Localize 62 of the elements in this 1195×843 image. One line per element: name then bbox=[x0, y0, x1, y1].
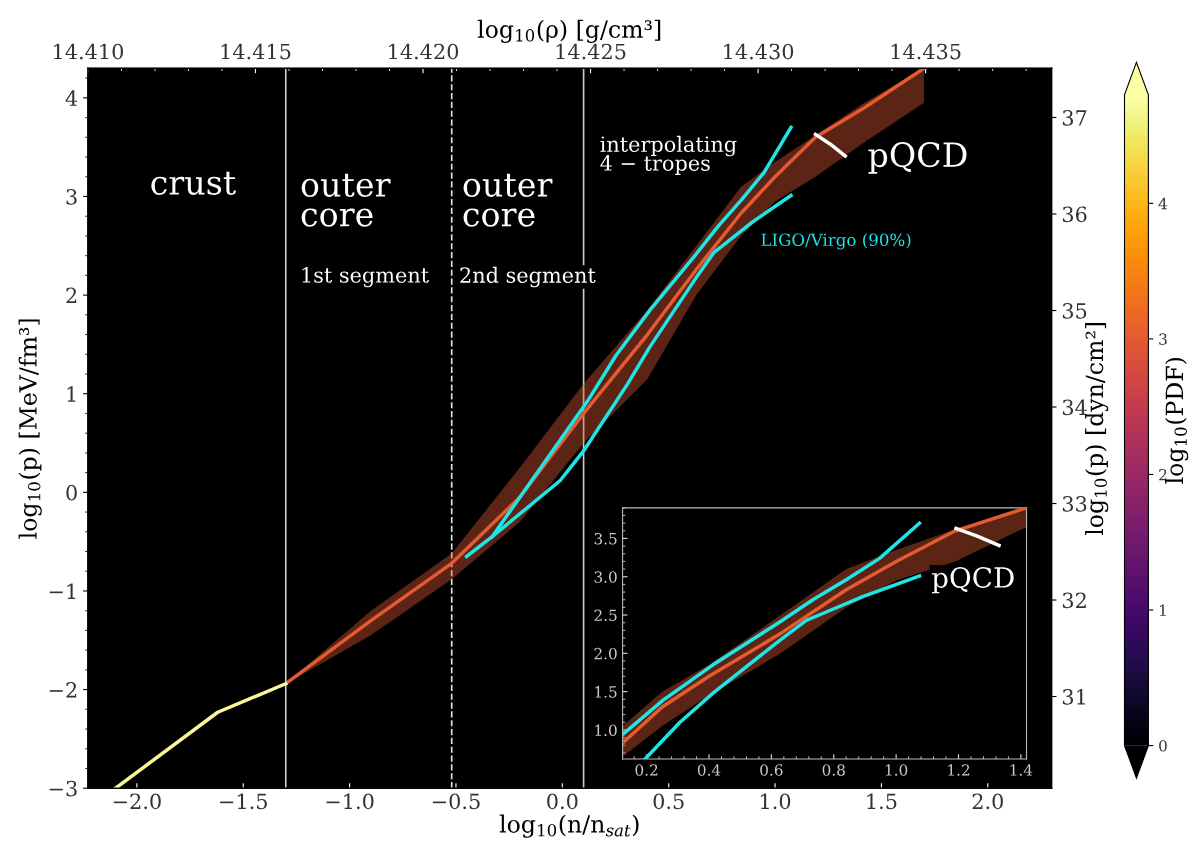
annotation: 1st segment bbox=[302, 267, 429, 288]
annotation: interpolating 4 − tropes bbox=[600, 135, 737, 175]
y-tick-label: 1 bbox=[67, 386, 76, 402]
y-tick-label: 2 bbox=[66, 287, 77, 304]
x-tick-label: 1.0 bbox=[885, 764, 908, 776]
x-tick-label: −2.0 bbox=[113, 793, 161, 810]
y-axis-title: log$_{10}$(p) [MeV/fm³] bbox=[18, 319, 42, 539]
annotation: crust bbox=[151, 171, 236, 195]
color-bar-label: 0 bbox=[1159, 740, 1167, 752]
annotation: outer core bbox=[301, 173, 391, 227]
y-tick-label: 3.0 bbox=[594, 571, 617, 583]
x2-tick-label: 14.430 bbox=[724, 43, 794, 60]
y2-tick-label: 31 bbox=[1062, 688, 1085, 705]
x-axis-title: log$_{10}$(n/n$_{sat}$) bbox=[499, 814, 639, 838]
color-bar-label: 4 bbox=[1158, 197, 1168, 210]
x-tick-label: 2.0 bbox=[972, 793, 1003, 810]
x-tick-label: −1.0 bbox=[326, 793, 374, 810]
y2-tick-label: 37 bbox=[1062, 109, 1087, 126]
x2-tick-label: 14.420 bbox=[389, 43, 459, 60]
y-tick-label: 2.0 bbox=[594, 647, 617, 660]
x-tick-label: −1.5 bbox=[220, 793, 267, 810]
y2-tick-label: 36 bbox=[1062, 206, 1087, 223]
y2-tick-label: 34 bbox=[1062, 399, 1087, 416]
color-bar-label: 1 bbox=[1159, 604, 1166, 616]
series-label: LIGO/Virgo (90%) bbox=[761, 233, 911, 250]
y-tick-label: 1.0 bbox=[595, 724, 617, 736]
y-tick-label: 1.5 bbox=[595, 686, 617, 698]
y-tick-label: 0 bbox=[66, 484, 77, 501]
x-tick-label: 0.5 bbox=[653, 793, 684, 810]
color-bar-label: 3 bbox=[1159, 333, 1167, 345]
y-tick-label: 4 bbox=[65, 90, 78, 106]
x-tick-label: 1.2 bbox=[948, 764, 970, 776]
y-tick-label: −2 bbox=[49, 682, 77, 698]
annotation: outer core bbox=[463, 173, 553, 227]
y2-tick-label: 32 bbox=[1062, 592, 1086, 609]
annotation: pQCD bbox=[931, 566, 1014, 594]
y-tick-label: 3 bbox=[66, 188, 77, 205]
y-tick-label: 3.5 bbox=[594, 532, 617, 545]
x-tick-label: 0.6 bbox=[760, 764, 783, 776]
color-bar-label: 2 bbox=[1159, 468, 1167, 481]
y2-tick-label: 33 bbox=[1062, 495, 1087, 512]
annotation: 2nd segment bbox=[460, 266, 596, 288]
color-bar-title: log$_{10}$(PDF) bbox=[1165, 357, 1189, 484]
x2-axis-title: log$_{10}$(ρ) [g/cm³] bbox=[477, 19, 661, 43]
x-tick-label: 1.5 bbox=[867, 793, 897, 810]
y-tick-label: 2.5 bbox=[594, 609, 617, 622]
x-tick-label: 0.2 bbox=[635, 764, 658, 776]
x-tick-label: 0.0 bbox=[547, 793, 578, 810]
y-tick-label: −1 bbox=[49, 583, 76, 599]
y-tick-label: −3 bbox=[49, 780, 77, 797]
annotation: pQCD bbox=[868, 142, 967, 174]
x-tick-label: 1.0 bbox=[761, 793, 791, 810]
x2-tick-label: 14.410 bbox=[54, 43, 124, 60]
x-tick-label: 0.4 bbox=[697, 764, 721, 776]
y2-axis-title: log$_{10}$(p) [dyn/cm²] bbox=[1085, 322, 1109, 536]
x2-tick-label: 14.425 bbox=[556, 43, 626, 60]
x2-tick-label: 14.435 bbox=[891, 43, 961, 60]
x2-tick-label: 14.415 bbox=[221, 43, 291, 60]
x-tick-label: 1.4 bbox=[1010, 764, 1033, 776]
y2-tick-label: 35 bbox=[1062, 302, 1087, 319]
x-tick-label: −0.5 bbox=[432, 793, 480, 810]
x-tick-label: 0.8 bbox=[822, 764, 845, 776]
